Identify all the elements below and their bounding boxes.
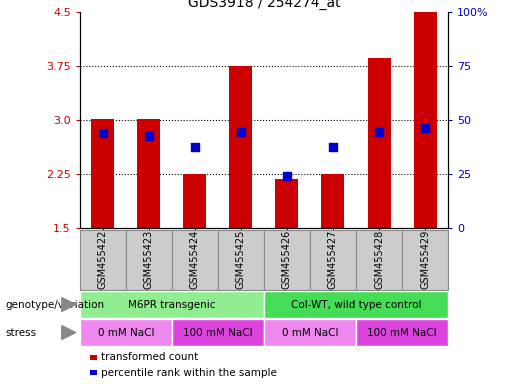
Text: GSM455429: GSM455429 <box>420 230 430 290</box>
Point <box>283 173 291 179</box>
Bar <box>276 179 299 228</box>
Text: transformed count: transformed count <box>101 352 199 362</box>
Point <box>329 144 337 150</box>
Bar <box>402 230 448 290</box>
Text: 100 mM NaCl: 100 mM NaCl <box>367 328 437 338</box>
Bar <box>414 12 437 228</box>
Point <box>191 144 199 150</box>
Text: 0 mM NaCl: 0 mM NaCl <box>98 328 154 338</box>
Point <box>421 126 429 132</box>
Bar <box>138 119 160 228</box>
Bar <box>172 230 218 290</box>
Bar <box>80 319 172 346</box>
Bar <box>356 230 402 290</box>
Bar <box>356 319 448 346</box>
Bar <box>218 230 264 290</box>
Bar <box>310 230 356 290</box>
Bar <box>126 230 172 290</box>
Bar <box>321 174 345 228</box>
Bar <box>91 119 114 228</box>
Point <box>375 129 383 135</box>
Text: Col-WT, wild type control: Col-WT, wild type control <box>291 300 421 310</box>
Text: GSM455423: GSM455423 <box>144 230 154 290</box>
Text: M6PR transgenic: M6PR transgenic <box>128 300 216 310</box>
Text: stress: stress <box>5 328 36 338</box>
Bar <box>229 66 252 228</box>
Title: GDS3918 / 254274_at: GDS3918 / 254274_at <box>187 0 340 10</box>
Text: genotype/variation: genotype/variation <box>5 300 104 310</box>
Text: GSM455428: GSM455428 <box>374 230 384 290</box>
Bar <box>368 58 390 228</box>
Text: GSM455426: GSM455426 <box>282 230 292 290</box>
Text: 0 mM NaCl: 0 mM NaCl <box>282 328 338 338</box>
Text: GSM455425: GSM455425 <box>236 230 246 290</box>
Point <box>99 130 107 136</box>
Point <box>237 129 245 135</box>
Text: GSM455424: GSM455424 <box>190 230 200 290</box>
Text: GSM455427: GSM455427 <box>328 230 338 290</box>
Bar <box>183 174 207 228</box>
Bar <box>264 319 356 346</box>
Bar <box>172 319 264 346</box>
Text: GSM455422: GSM455422 <box>98 230 108 290</box>
Bar <box>264 291 448 318</box>
Bar <box>80 291 264 318</box>
Bar <box>264 230 310 290</box>
Point <box>145 132 153 139</box>
Bar <box>80 230 126 290</box>
Text: percentile rank within the sample: percentile rank within the sample <box>101 367 278 378</box>
Text: 100 mM NaCl: 100 mM NaCl <box>183 328 253 338</box>
